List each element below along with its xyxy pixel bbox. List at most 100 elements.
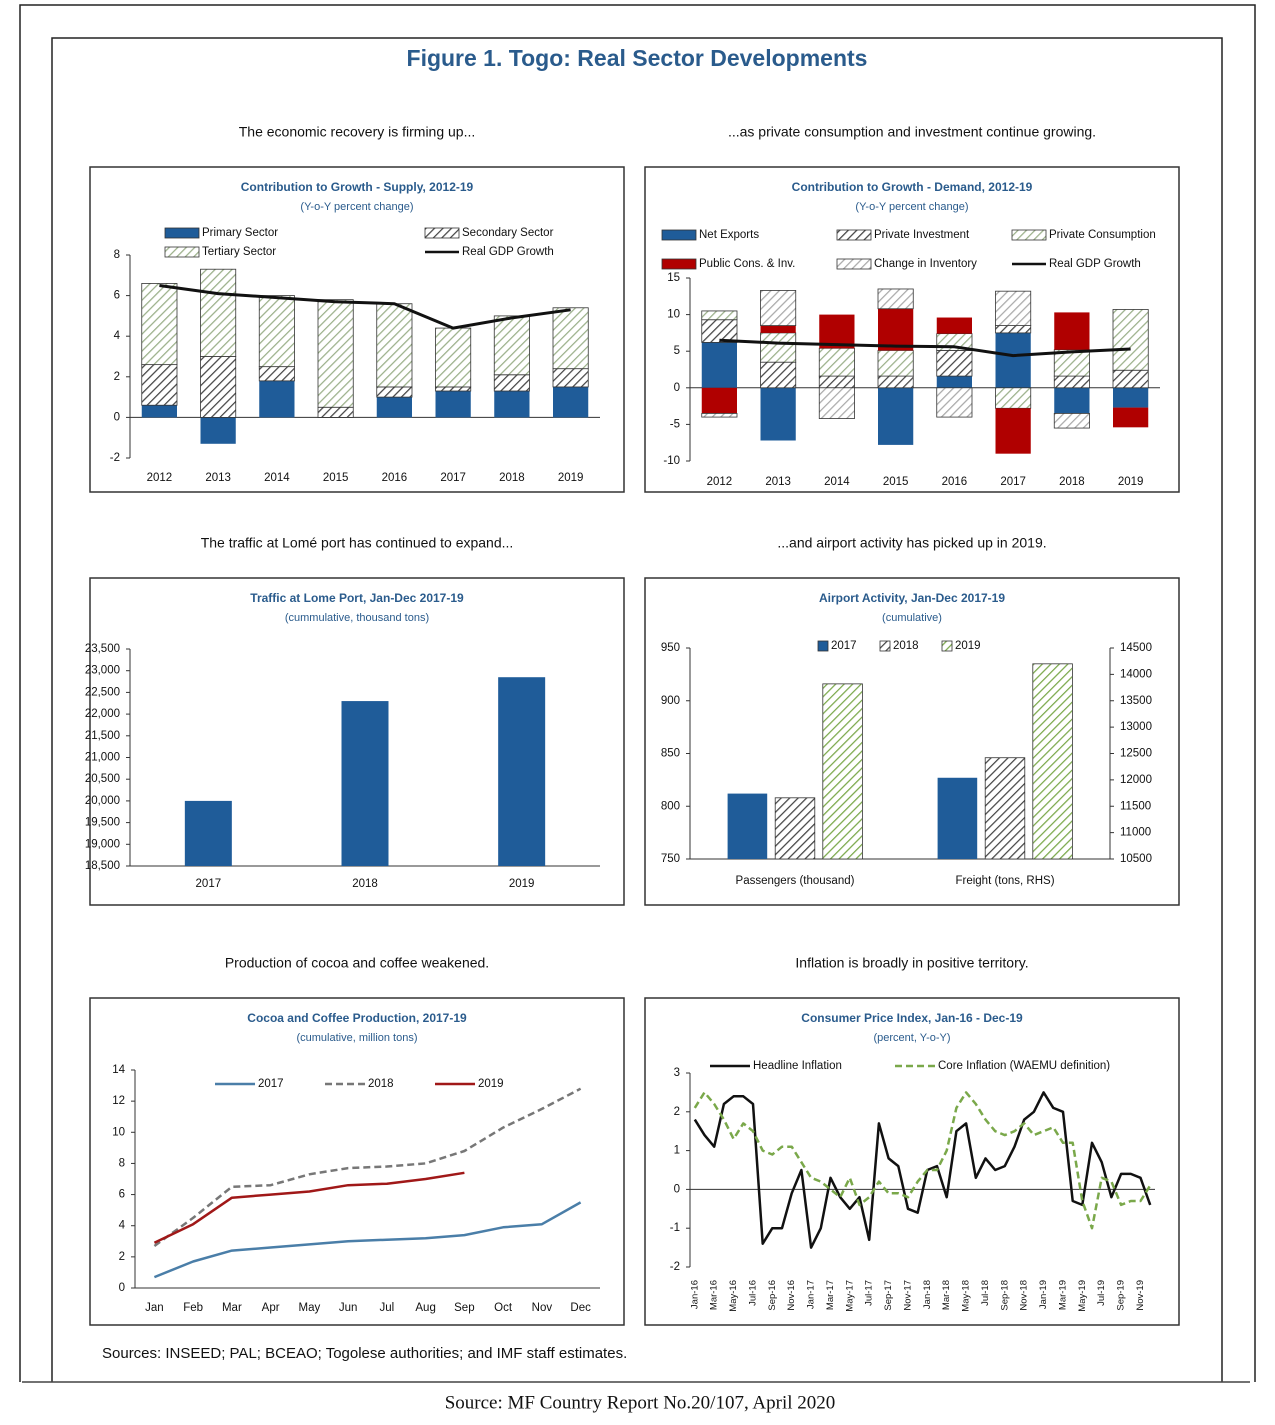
chart-subtitle: (cummulative, thousand tons) <box>285 612 429 624</box>
bar-segment <box>1053 375 1090 389</box>
chart-caption: ...and airport activity has picked up in… <box>777 535 1046 551</box>
x-tick-label: May-18 <box>961 1280 972 1312</box>
legend-swatch <box>817 640 829 652</box>
legend-label: 2017 <box>258 1078 284 1090</box>
bar-segment <box>995 387 1032 409</box>
legend-label: Real GDP Growth <box>1049 258 1141 270</box>
legend-swatch <box>424 227 460 239</box>
x-tick-label: May-17 <box>844 1280 855 1312</box>
chart-panel <box>644 166 1180 493</box>
bar-segment <box>200 356 237 418</box>
chart-panel <box>644 997 1180 1326</box>
chart-title: Consumer Price Index, Jan-16 - Dec-19 <box>801 1011 1023 1025</box>
y-tick-label: 22,500 <box>85 686 120 698</box>
y-tick-label: 10500 <box>1120 853 1152 865</box>
x-tick-label: Oct <box>494 1302 513 1314</box>
x-tick-label: Jan-17 <box>806 1280 817 1309</box>
y-tick-label: 2 <box>674 1106 680 1118</box>
chart-caption: The economic recovery is firming up... <box>239 124 476 140</box>
bar-segment <box>552 307 589 370</box>
bar <box>1032 663 1073 860</box>
x-tick-label: Sep <box>454 1302 474 1314</box>
y-tick-label: 23,500 <box>85 643 120 655</box>
legend-label: 2017 <box>831 640 857 652</box>
chart-caption: Production of cocoa and coffee weakened. <box>225 955 489 971</box>
x-tick-label: 2018 <box>352 878 378 890</box>
chart-subtitle: (cumulative, million tons) <box>296 1032 417 1044</box>
bar-segment <box>701 413 738 418</box>
x-tick-label: May <box>299 1302 321 1314</box>
legend-label: 2019 <box>955 640 981 652</box>
bar-segment <box>878 308 914 351</box>
page-border <box>19 4 1256 1382</box>
bar-segment <box>877 350 914 377</box>
series-line <box>153 1171 465 1244</box>
y-tick-label: 18,500 <box>85 860 120 872</box>
y-tick-label: 21,500 <box>85 730 120 742</box>
y-tick-label: 950 <box>661 642 680 654</box>
x-tick-label: Mar-17 <box>825 1280 836 1310</box>
bar-segment <box>376 397 412 418</box>
bar-segment <box>141 283 178 366</box>
x-tick-label: Mar-18 <box>941 1280 952 1310</box>
bar-segment <box>878 387 914 445</box>
y-tick-label: 6 <box>114 290 120 302</box>
y-tick-label: 14 <box>112 1064 125 1076</box>
y-tick-label: 15 <box>667 272 680 284</box>
bar-segment <box>376 303 413 388</box>
bar-segment <box>995 408 1031 454</box>
bar-segment <box>877 288 914 310</box>
x-tick-label: Apr <box>262 1302 280 1314</box>
y-tick-label: 13500 <box>1120 695 1152 707</box>
legend-label: Tertiary Sector <box>202 246 276 258</box>
y-tick-label: 12500 <box>1120 748 1152 760</box>
y-tick-label: 10 <box>667 309 680 321</box>
bar-segment <box>1113 407 1149 428</box>
x-tick-label: 2015 <box>323 472 349 484</box>
bar-segment <box>258 295 295 368</box>
bar-segment <box>493 315 530 376</box>
x-tick-label: Jul-17 <box>864 1280 875 1306</box>
legend-label: Headline Inflation <box>753 1060 842 1072</box>
bar-segment <box>141 405 177 418</box>
chart-caption: Inflation is broadly in positive territo… <box>795 955 1028 971</box>
x-tick-label: Feb <box>183 1302 203 1314</box>
bar-segment <box>819 314 855 349</box>
x-tick-label: 2014 <box>824 476 850 488</box>
bar-segment <box>936 317 972 334</box>
x-tick-label: Jul-19 <box>1096 1280 1107 1306</box>
x-tick-label: 2018 <box>499 472 525 484</box>
x-tick-label: 2018 <box>1059 476 1085 488</box>
figure-frame <box>51 37 1223 1382</box>
legend-swatch <box>661 229 697 241</box>
bar-segment <box>1054 312 1090 350</box>
y-tick-label: -1 <box>670 1222 680 1234</box>
y-tick-label: 4 <box>114 330 121 342</box>
x-tick-label: 2014 <box>264 472 290 484</box>
bar-segment <box>995 290 1032 326</box>
x-tick-label: 2019 <box>1118 476 1144 488</box>
y-tick-label: 1 <box>674 1145 680 1157</box>
legend-swatch <box>1011 229 1047 241</box>
chart-subtitle: (Y-o-Y percent change) <box>300 201 413 213</box>
legend-swatch <box>941 640 953 652</box>
x-tick-label: Jun <box>339 1302 358 1314</box>
chart-panel <box>89 577 625 906</box>
y-tick-label: 8 <box>119 1157 125 1169</box>
x-tick-label: 2012 <box>707 476 733 488</box>
x-tick-label: 2016 <box>942 476 968 488</box>
y-tick-label: 2 <box>119 1251 125 1263</box>
x-tick-label: 2012 <box>147 472 173 484</box>
bar-segment <box>493 374 530 392</box>
bar-segment <box>760 290 797 326</box>
y-tick-label: 5 <box>674 345 680 357</box>
legend-label: Net Exports <box>699 229 759 241</box>
bar-segment <box>376 386 413 398</box>
legend-label: 2018 <box>893 640 919 652</box>
x-tick-label: Nov-18 <box>1019 1280 1030 1311</box>
x-tick-label: Sep-16 <box>767 1280 778 1311</box>
bar <box>498 677 546 866</box>
x-tick-label: 2013 <box>205 472 231 484</box>
y-tick-label: 0 <box>674 1183 680 1195</box>
